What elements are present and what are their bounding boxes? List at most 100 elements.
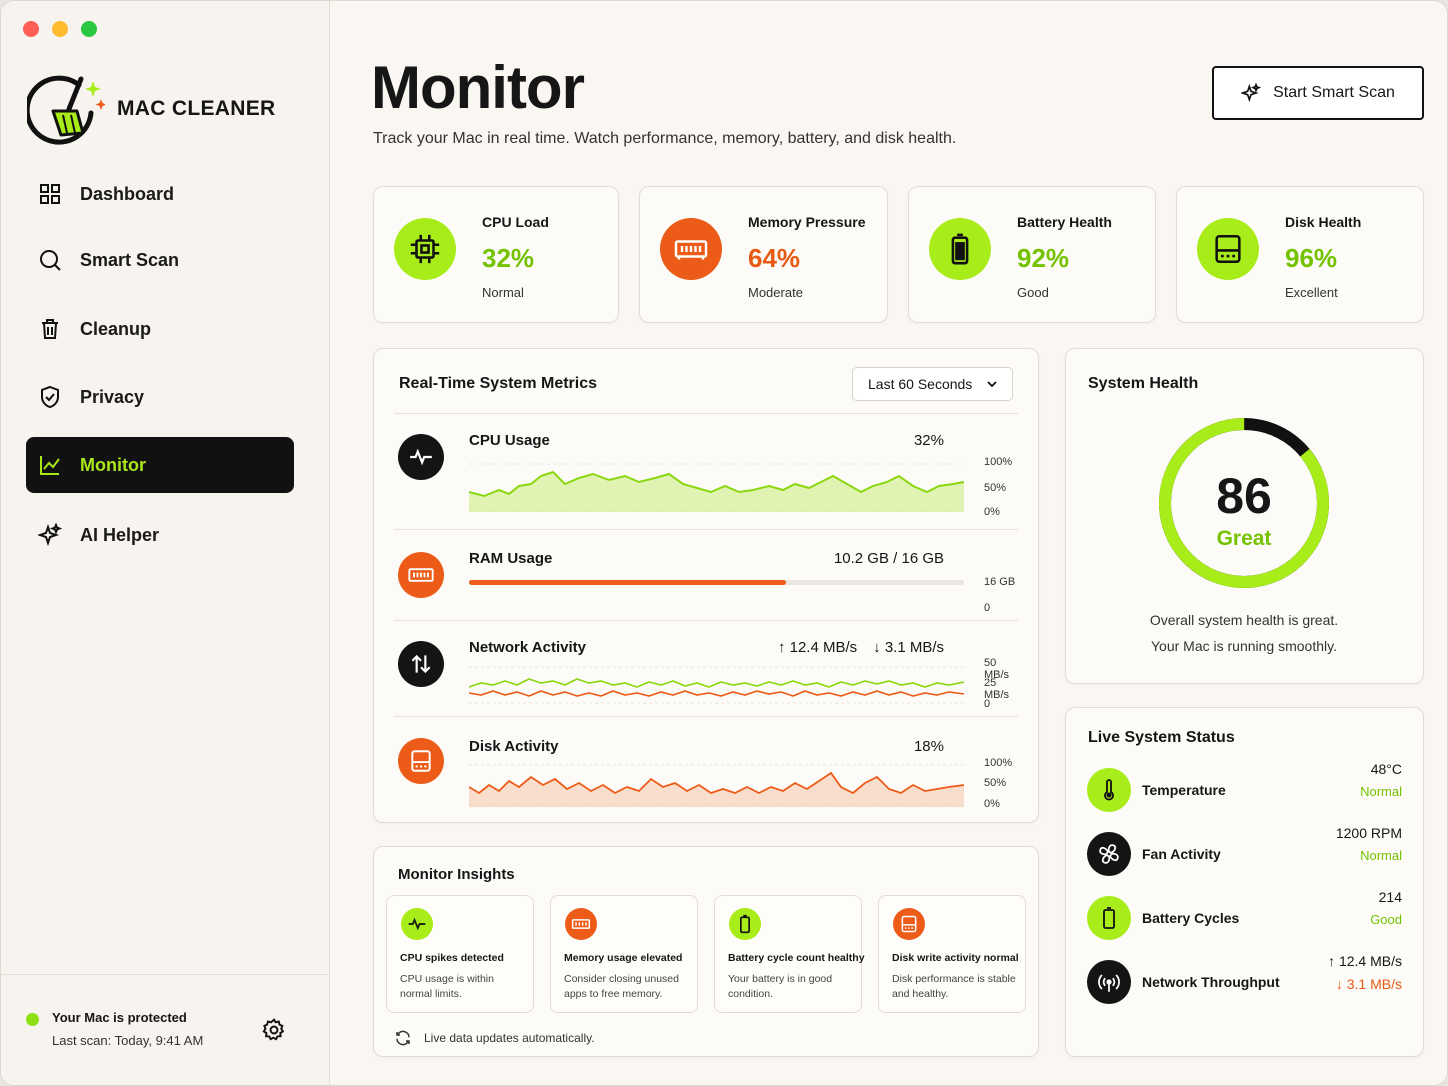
status-state: ↓ 3.1 MB/s [1336, 976, 1402, 992]
insight-card[interactable]: Battery cycle count healthy Your battery… [714, 895, 865, 1013]
system-health-panel: System Health 86 Great Overall system he… [1065, 348, 1424, 684]
disk-drive-icon [398, 738, 444, 784]
network-rates: ↑ 12.4 MB/s ↓ 3.1 MB/s [778, 639, 944, 656]
insight-title: Disk write activity normal [892, 952, 1019, 964]
stat-value: 32% [482, 243, 535, 273]
upload-rate-value: 12.4 MB/s [789, 639, 858, 656]
zoom-window-button[interactable] [81, 21, 97, 37]
insight-description: CPU usage is within normal limits. [400, 973, 494, 1000]
network-activity-chart [469, 666, 964, 704]
stat-status: Moderate [748, 285, 803, 300]
live-update-text: Live data updates automatically. [424, 1031, 595, 1045]
health-score: 86 [1216, 468, 1272, 524]
status-value: ↑ 12.4 MB/s [1328, 953, 1402, 969]
stat-label: CPU Load [482, 214, 549, 230]
sidebar-nav: Dashboard Smart Scan Cleanup Privacy Mon… [26, 166, 294, 573]
stat-label: Battery Health [1017, 214, 1112, 230]
status-value: 48°C [1370, 761, 1402, 777]
battery-icon [1087, 896, 1131, 940]
download-rate: ↓ 3.1 MB/s [873, 639, 944, 656]
status-name: Network Throughput [1142, 974, 1280, 990]
sidebar-item-ai-helper[interactable]: AI Helper [26, 507, 294, 563]
axis-label: 50 MB/s [984, 657, 1010, 681]
section-title: Real-Time System Metrics [399, 375, 598, 392]
insight-description: Your battery is in good condition. [728, 973, 833, 1000]
stat-value: 64% [748, 243, 801, 273]
thermometer-icon [1087, 768, 1131, 812]
status-value: 1200 RPM [1335, 825, 1402, 841]
insight-title: Battery cycle count healthy [728, 952, 865, 964]
sidebar: MAC CLEANER Dashboard Smart Scan Cleanup… [1, 1, 330, 1085]
close-window-button[interactable] [23, 21, 39, 37]
disk-health-card: Disk Health 96% Excellent [1176, 186, 1424, 323]
memory-chip-icon [660, 218, 722, 280]
page-subtitle: Track your Mac in real time. Watch perfo… [373, 130, 957, 147]
arrow-up-icon: ↑ [777, 639, 786, 656]
health-rating: Great [1216, 527, 1272, 550]
memory-pressure-card: Memory Pressure 64% Moderate [639, 186, 888, 323]
realtime-metrics-panel: Real-Time System Metrics Last 60 Seconds… [373, 348, 1039, 823]
insight-title: CPU spikes detected [400, 952, 504, 964]
health-description: Your Mac is running smoothly. [1151, 638, 1337, 654]
stat-label: Memory Pressure [748, 214, 866, 230]
insight-title: Memory usage elevated [564, 952, 683, 964]
sidebar-item-label: Cleanup [80, 318, 152, 339]
metric-name: Network Activity [469, 639, 586, 656]
axis-label: 25 MB/s [984, 677, 1010, 701]
insight-card[interactable]: CPU spikes detected CPU usage is within … [386, 895, 534, 1013]
axis-label: 100% [984, 456, 1013, 468]
sidebar-item-privacy[interactable]: Privacy [26, 369, 294, 425]
section-title: Live System Status [1088, 729, 1235, 746]
metric-value: 18% [913, 738, 944, 755]
sidebar-item-dashboard[interactable]: Dashboard [26, 166, 294, 222]
arrow-up-icon: ↑ [1328, 953, 1336, 969]
gear-icon[interactable] [261, 1017, 287, 1043]
axis-label: 100% [984, 757, 1013, 769]
status-state: Good [1370, 912, 1402, 927]
insight-card[interactable]: Disk write activity normal Disk performa… [878, 895, 1026, 1013]
sidebar-item-label: AI Helper [80, 524, 160, 545]
trash-icon [42, 319, 58, 339]
insight-description: Consider closing unused apps to free mem… [564, 973, 679, 1000]
ram-usage-metric: RAM Usage 10.2 GB / 16 GB 16 GB 0 [394, 529, 1018, 620]
time-range-select[interactable]: Last 60 Seconds [852, 367, 1013, 401]
start-smart-scan-button[interactable]: Start Smart Scan [1212, 66, 1424, 120]
status-state: Normal [1360, 848, 1402, 863]
sidebar-item-label: Monitor [80, 454, 146, 475]
monitor-insights-panel: Monitor Insights CPU spikes detected CPU… [373, 846, 1039, 1057]
pulse-icon [401, 908, 433, 940]
health-description: Overall system health is great. [1149, 612, 1339, 628]
arrows-up-down-icon [398, 641, 444, 687]
disk-activity-metric: Disk Activity 18% 100% 50% 0% [394, 716, 1018, 824]
arrow-down-icon: ↓ [873, 639, 881, 656]
disk-drive-icon [893, 908, 925, 940]
minimize-window-button[interactable] [52, 21, 68, 37]
sidebar-item-cleanup[interactable]: Cleanup [26, 301, 294, 357]
metric-value: 10.2 GB / 16 GB [833, 550, 944, 567]
insight-card[interactable]: Memory usage elevated Consider closing u… [550, 895, 698, 1013]
cpu-usage-chart [469, 463, 964, 512]
refresh-icon [396, 1030, 410, 1046]
chevron-down-icon [987, 381, 997, 388]
sidebar-item-monitor[interactable]: Monitor [26, 437, 294, 493]
upload-rate: ↑ 12.4 MB/s [778, 639, 857, 656]
broom-logo-icon [27, 75, 105, 145]
health-gauge [1159, 418, 1329, 588]
disk-activity-chart [469, 764, 964, 807]
sidebar-item-label: Dashboard [80, 183, 175, 204]
time-range-value: Last 60 Seconds [868, 376, 973, 392]
app-logo: MAC CLEANER [27, 71, 275, 147]
axis-label: 50% [984, 777, 1007, 789]
status-row-network-throughput: Network Throughput ↑ 12.4 MB/s ↓ 3.1 MB/… [1087, 953, 1402, 1006]
axis-label: 0% [984, 506, 1000, 518]
search-icon [40, 250, 61, 271]
status-state: Normal [1360, 784, 1402, 799]
status-row-battery-cycles: Battery Cycles 214 Good [1087, 889, 1402, 942]
live-update-note: Live data updates automatically. [394, 1029, 595, 1047]
status-row-temperature: Temperature 48°C Normal [1087, 761, 1402, 814]
sidebar-item-label: Smart Scan [80, 249, 180, 270]
sidebar-item-smart-scan[interactable]: Smart Scan [26, 232, 294, 288]
download-rate-value: 3.1 MB/s [884, 639, 944, 656]
stat-label: Disk Health [1285, 214, 1362, 230]
download-rate-value: 3.1 MB/s [1346, 976, 1402, 992]
